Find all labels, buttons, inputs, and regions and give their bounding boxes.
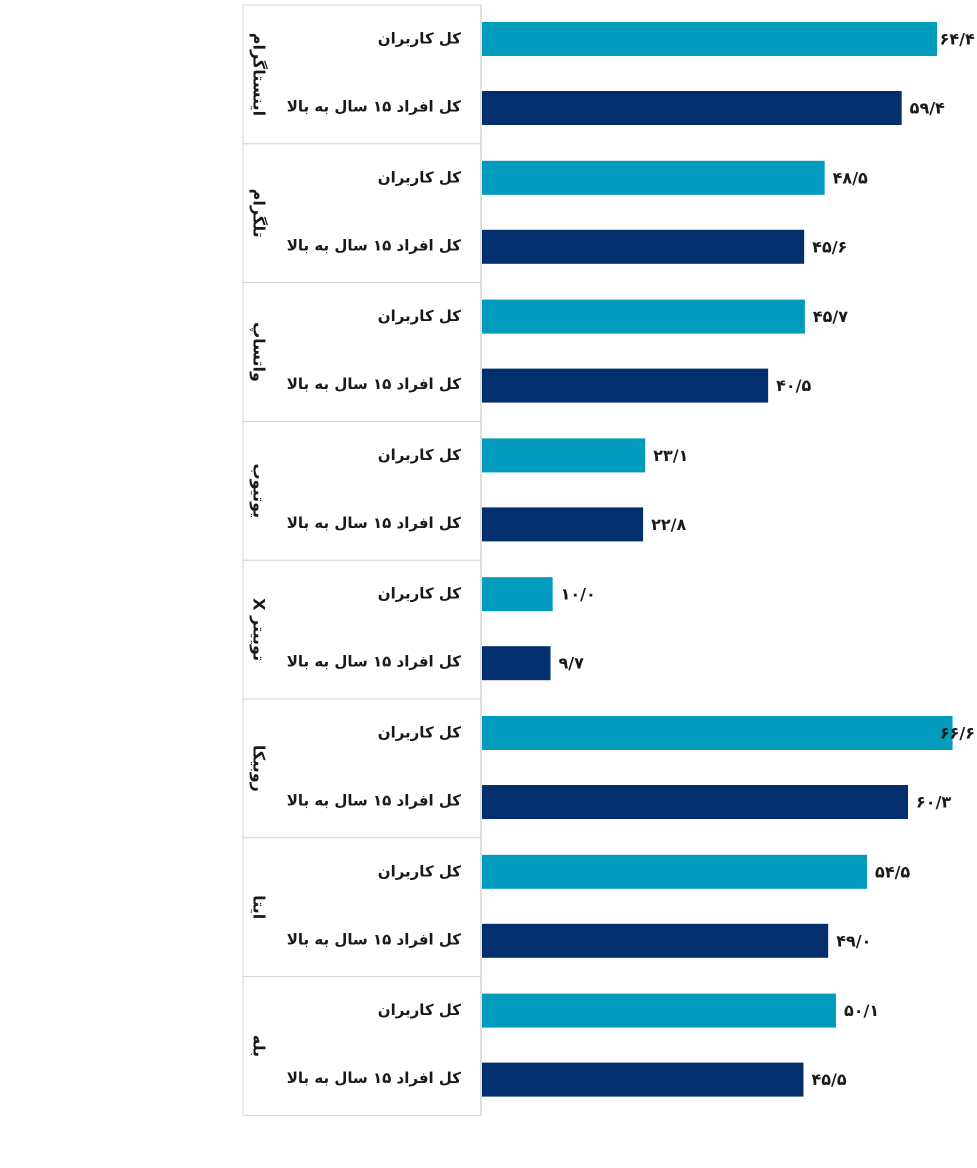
data-label: ۶۴/۴ — [940, 30, 975, 49]
series-label: کل کاربران — [378, 724, 462, 742]
series-label: کل افراد ۱۵ سال به بالا — [287, 236, 462, 254]
series-label: کل افراد ۱۵ سال به بالا — [287, 98, 462, 116]
data-label: ۲۲/۸ — [651, 515, 686, 534]
bar-group: ایتا کل کاربران ۵۴/۵ کل افراد ۱۵ سال به بال… — [250, 854, 910, 958]
bar — [482, 507, 644, 542]
group-label: بله — [250, 1035, 269, 1057]
series-label: کل کاربران — [378, 585, 462, 603]
bar-group: یوتیوب کل کاربران ۲۳/۱ کل افراد ۱۵ سال به ب… — [250, 438, 688, 542]
bar — [482, 91, 902, 125]
series-label: کل افراد ۱۵ سال به بالا — [287, 792, 462, 810]
series-label: کل افراد ۱۵ سال به بالا — [287, 375, 462, 393]
bar — [482, 785, 909, 819]
data-label: ۲۳/۱ — [653, 446, 688, 465]
bar — [482, 299, 805, 334]
data-label: ۴۵/۵ — [811, 1070, 846, 1089]
group-label: توییتر X — [250, 598, 269, 661]
bar-group: بله کل کاربران ۵۰/۱ کل افراد ۱۵ سال به بالا… — [250, 993, 879, 1097]
bar — [482, 577, 553, 612]
data-label: ۴۵/۷ — [813, 307, 848, 326]
category-table-frame — [242, 4, 482, 1116]
data-label: ۴۸/۵ — [833, 168, 868, 187]
group-label: روبیکا — [250, 745, 269, 792]
group-label: اینستاگرام — [250, 33, 269, 116]
bar — [482, 438, 646, 473]
chart-groups: اینستاگرام کل کاربران ۶۴/۴ کل افراد ۱۵ سال … — [249, 22, 975, 1097]
bar — [482, 716, 953, 750]
data-label: ۱۰/۰ — [561, 585, 596, 604]
series-label: کل کاربران — [378, 1001, 462, 1019]
series-label: کل کاربران — [378, 446, 462, 464]
bar — [482, 368, 769, 403]
series-label: کل کاربران — [378, 307, 462, 325]
series-label: کل کاربران — [378, 862, 462, 880]
bar-group: روبیکا کل کاربران ۶۶/۶ کل افراد ۱۵ سال به ب… — [250, 716, 975, 819]
data-label: ۶۶/۶ — [940, 724, 975, 743]
series-label: کل کاربران — [378, 168, 462, 186]
bar-group: توییتر X کل کاربران ۱۰/۰ کل افراد ۱۵ سال به… — [250, 577, 596, 681]
data-label: ۵۴/۵ — [875, 862, 910, 881]
data-label: ۵۹/۴ — [910, 99, 945, 118]
bar — [482, 160, 825, 195]
data-label: ۴۵/۶ — [812, 237, 847, 256]
series-label: کل افراد ۱۵ سال به بالا — [287, 1069, 462, 1087]
series-label: کل افراد ۱۵ سال به بالا — [287, 930, 462, 948]
bar — [482, 22, 937, 56]
data-label: ۹/۷ — [559, 654, 585, 673]
bar — [482, 993, 836, 1028]
group-label: یوتیوب — [250, 463, 269, 518]
group-label: تلگرام — [250, 189, 269, 238]
data-label: ۶۰/۳ — [916, 793, 951, 812]
data-label: ۵۰/۱ — [844, 1001, 879, 1020]
bar — [482, 229, 805, 264]
bar — [482, 923, 829, 958]
series-label: کل افراد ۱۵ سال به بالا — [287, 653, 462, 671]
group-label: واتساپ — [249, 322, 269, 382]
data-label: ۴۰/۵ — [776, 376, 811, 395]
bar-group: واتساپ کل کاربران ۴۵/۷ کل افراد ۱۵ سال به ب… — [249, 299, 848, 403]
bar-group: اینستاگرام کل کاربران ۶۴/۴ کل افراد ۱۵ سال … — [250, 22, 975, 125]
bar — [482, 646, 551, 681]
bar — [482, 1062, 804, 1097]
bar — [482, 854, 868, 889]
bar-group: تلگرام کل کاربران ۴۸/۵ کل افراد ۱۵ سال به ب… — [250, 160, 868, 264]
series-label: کل افراد ۱۵ سال به بالا — [287, 514, 462, 532]
data-label: ۴۹/۰ — [836, 931, 871, 950]
series-label: کل کاربران — [378, 30, 462, 48]
group-label: ایتا — [250, 895, 269, 919]
